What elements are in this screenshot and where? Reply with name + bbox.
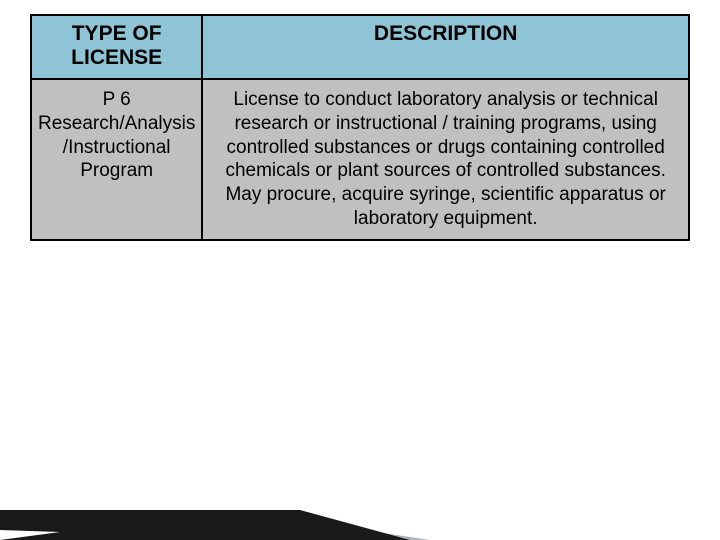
corner-decoration [0, 480, 430, 540]
cell-license-type: P 6 Research/Analysis /Instructional Pro… [31, 79, 202, 240]
header-type-of-license: TYPE OF LICENSE [31, 15, 202, 79]
table-row: P 6 Research/Analysis /Instructional Pro… [31, 79, 689, 240]
table-header-row: TYPE OF LICENSE DESCRIPTION [31, 15, 689, 79]
license-table: TYPE OF LICENSE DESCRIPTION P 6 Research… [30, 14, 690, 241]
cell-description: License to conduct laboratory analysis o… [202, 79, 689, 240]
header-description: DESCRIPTION [202, 15, 689, 79]
